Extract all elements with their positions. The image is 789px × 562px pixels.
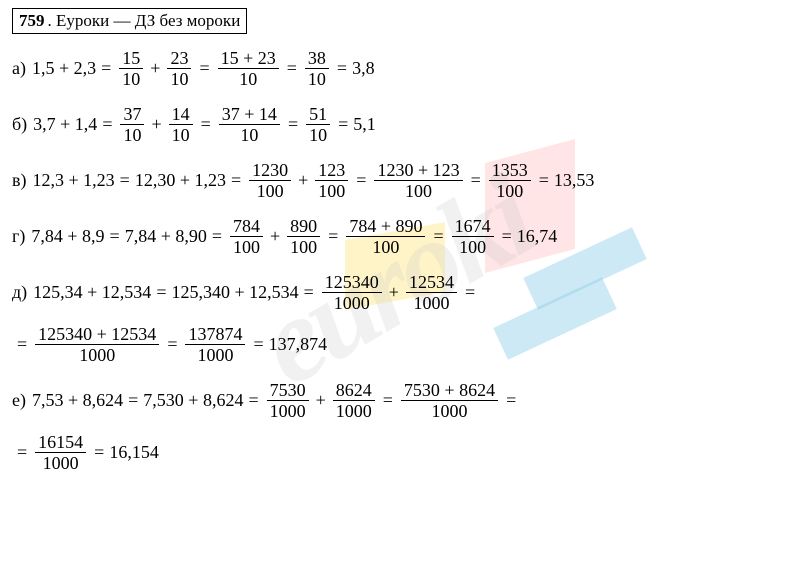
- result-e: 16,154: [109, 443, 159, 461]
- lhs-e: 7,53 + 8,624: [32, 391, 123, 409]
- fraction: 1378741000: [185, 325, 245, 364]
- equals: =: [212, 227, 222, 245]
- problem-header: 759 . Еуроки — ДЗ без мороки: [12, 8, 247, 34]
- equals: =: [17, 443, 27, 461]
- equals: =: [253, 335, 263, 353]
- step2-e: 7,530 + 8,624: [143, 391, 243, 409]
- result-a: 3,8: [352, 59, 375, 77]
- fraction: 2310: [167, 49, 191, 88]
- plus: +: [151, 115, 161, 133]
- equation-a: а) 1,5 + 2,3 = 1510 + 2310 = 15 + 2310 =…: [12, 44, 777, 92]
- equation-d-2: = 125340 + 125341000 = 1378741000 = 137,…: [12, 320, 777, 368]
- equals: =: [471, 171, 481, 189]
- label-v: в): [12, 171, 27, 189]
- equation-v: в) 12,3 + 1,23 = 12,30 + 1,23 = 1230100 …: [12, 156, 777, 204]
- problem-number: 759: [19, 11, 45, 31]
- fraction: 1230100: [249, 161, 291, 200]
- label-d: д): [12, 283, 27, 301]
- fraction: 784 + 890100: [346, 217, 425, 256]
- equals: =: [120, 171, 130, 189]
- equals: =: [465, 283, 475, 301]
- equals: =: [288, 115, 298, 133]
- fraction: 86241000: [333, 381, 375, 420]
- fraction: 3810: [305, 49, 329, 88]
- content-area: 759 . Еуроки — ДЗ без мороки а) 1,5 + 2,…: [0, 0, 789, 492]
- step2-g: 7,84 + 8,90: [125, 227, 207, 245]
- fraction: 161541000: [35, 433, 86, 472]
- result-g: 16,74: [517, 227, 558, 245]
- fraction: 15 + 2310: [218, 49, 279, 88]
- plus: +: [150, 59, 160, 77]
- fraction: 1353100: [489, 161, 531, 200]
- step2-d: 125,340 + 12,534: [171, 283, 298, 301]
- equals: =: [102, 115, 112, 133]
- fraction: 3710: [120, 105, 144, 144]
- lhs-d: 125,34 + 12,534: [33, 283, 151, 301]
- equals: =: [94, 443, 104, 461]
- fraction: 890100: [287, 217, 320, 256]
- result-d: 137,874: [269, 335, 328, 353]
- equation-e-2: = 161541000 = 16,154: [12, 428, 777, 476]
- equals: =: [110, 227, 120, 245]
- equals: =: [539, 171, 549, 189]
- label-b: б): [12, 115, 27, 133]
- equals: =: [328, 227, 338, 245]
- equals: =: [231, 171, 241, 189]
- fraction: 1253401000: [322, 273, 382, 312]
- equals: =: [506, 391, 516, 409]
- label-g: г): [12, 227, 25, 245]
- equals: =: [101, 59, 111, 77]
- equals: =: [356, 171, 366, 189]
- result-v: 13,53: [554, 171, 595, 189]
- plus: +: [298, 171, 308, 189]
- lhs-b: 3,7 + 1,4: [33, 115, 97, 133]
- fraction: 37 + 1410: [219, 105, 280, 144]
- equals: =: [199, 59, 209, 77]
- fraction: 1510: [119, 49, 143, 88]
- result-b: 5,1: [353, 115, 376, 133]
- equals: =: [383, 391, 393, 409]
- equals: =: [337, 59, 347, 77]
- fraction: 75301000: [267, 381, 309, 420]
- equals: =: [248, 391, 258, 409]
- plus: +: [389, 283, 399, 301]
- equals: =: [502, 227, 512, 245]
- equation-d-1: д) 125,34 + 12,534 = 125,340 + 12,534 = …: [12, 268, 777, 316]
- step2-v: 12,30 + 1,23: [135, 171, 226, 189]
- lhs-g: 7,84 + 8,9: [31, 227, 104, 245]
- fraction: 125340 + 125341000: [35, 325, 159, 364]
- equals: =: [17, 335, 27, 353]
- fraction: 1230 + 123100: [374, 161, 462, 200]
- label-a: а): [12, 59, 26, 77]
- equals: =: [287, 59, 297, 77]
- header-text: . Еуроки — ДЗ без мороки: [48, 11, 241, 31]
- label-e: е): [12, 391, 26, 409]
- equation-b: б) 3,7 + 1,4 = 3710 + 1410 = 37 + 1410 =…: [12, 100, 777, 148]
- plus: +: [270, 227, 280, 245]
- fraction: 784100: [230, 217, 263, 256]
- equation-g: г) 7,84 + 8,9 = 7,84 + 8,90 = 784100 + 8…: [12, 212, 777, 260]
- equals: =: [338, 115, 348, 133]
- fraction: 1410: [169, 105, 193, 144]
- fraction: 7530 + 86241000: [401, 381, 498, 420]
- fraction: 5110: [306, 105, 330, 144]
- equals: =: [128, 391, 138, 409]
- lhs-a: 1,5 + 2,3: [32, 59, 96, 77]
- fraction: 123100: [315, 161, 348, 200]
- fraction: 1674100: [452, 217, 494, 256]
- equals: =: [304, 283, 314, 301]
- equals: =: [167, 335, 177, 353]
- plus: +: [316, 391, 326, 409]
- lhs-v: 12,3 + 1,23: [33, 171, 115, 189]
- fraction: 125341000: [406, 273, 457, 312]
- equation-e-1: е) 7,53 + 8,624 = 7,530 + 8,624 = 753010…: [12, 376, 777, 424]
- equals: =: [201, 115, 211, 133]
- equals: =: [433, 227, 443, 245]
- equals: =: [156, 283, 166, 301]
